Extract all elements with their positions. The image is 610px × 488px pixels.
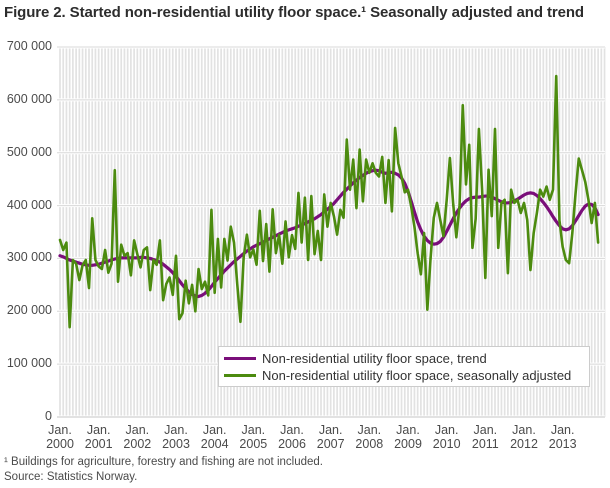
legend-item-trend: Non-residential utility floor space, tre…: [224, 350, 589, 367]
x-axis-tick-label: Jan. 2011: [471, 423, 499, 451]
figure-title: Figure 2. Started non-residential utilit…: [4, 4, 584, 21]
x-axis-tick-label: Jan. 2001: [84, 423, 113, 451]
x-axis-tick-label: Jan. 2012: [510, 423, 538, 451]
x-axis-tick-label: Jan. 2006: [278, 423, 306, 451]
x-axis-tick-label: Jan. 2007: [316, 423, 345, 451]
x-axis-tick-label: Jan. 2013: [548, 423, 577, 451]
x-axis-tick-label: Jan. 2010: [432, 423, 461, 451]
y-axis-tick-label: 300 000: [6, 250, 52, 265]
y-axis-tick-label: 400 000: [6, 197, 52, 212]
seasonally-adjusted-line: [58, 74, 600, 329]
x-axis-tick-label: Jan. 2003: [162, 423, 190, 451]
x-axis-tick-label: Jan. 2009: [394, 423, 422, 451]
legend-item-seasonally-adjusted: Non-residential utility floor space, sea…: [224, 367, 589, 384]
seasonally-adjusted-line-swatch: [224, 374, 256, 377]
x-axis-tick-label: Jan. 2005: [239, 423, 268, 451]
legend-label-trend: Non-residential utility floor space, tre…: [262, 351, 487, 366]
y-axis-tick-label: 600 000: [6, 91, 52, 106]
x-axis-tick-label: Jan. 2000: [46, 423, 74, 451]
x-axis-tick-label: Jan. 2008: [355, 423, 384, 451]
y-axis-tick-label: 700 000: [6, 39, 52, 53]
trend-line-swatch: [224, 357, 256, 360]
y-axis-tick-label: 100 000: [6, 356, 52, 371]
y-axis-tick-label: 0: [45, 409, 52, 423]
footnote: ¹ Buildings for agriculture, forestry an…: [4, 456, 323, 468]
y-axis-tick-label: 500 000: [6, 144, 52, 159]
source: Source: Statistics Norway.: [4, 471, 138, 483]
legend-label-seasonally-adjusted: Non-residential utility floor space, sea…: [262, 368, 572, 383]
y-axis-tick-label: 200 000: [6, 303, 52, 318]
x-axis-tick-label: Jan. 2004: [200, 423, 229, 451]
x-axis-tick-label: Jan. 2002: [123, 423, 152, 451]
legend: Non-residential utility floor space, tre…: [218, 346, 590, 387]
